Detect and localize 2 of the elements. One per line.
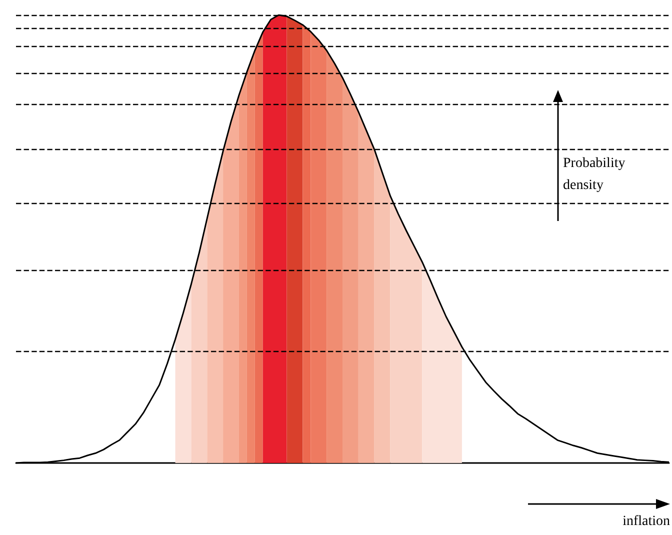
text: inflation: [622, 514, 670, 530]
annotation: Probability density: [563, 155, 626, 195]
